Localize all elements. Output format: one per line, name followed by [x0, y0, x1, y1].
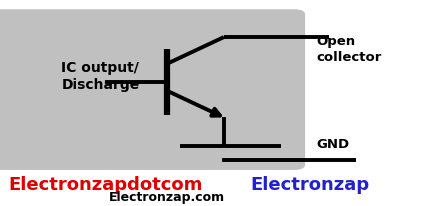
- Text: Electronzap: Electronzap: [250, 176, 368, 194]
- Text: GND: GND: [315, 138, 348, 151]
- Text: Electronzapdotcom: Electronzapdotcom: [9, 176, 203, 194]
- Text: IC output/
Discharge: IC output/ Discharge: [61, 61, 139, 92]
- Text: Open
collector: Open collector: [315, 35, 381, 64]
- FancyBboxPatch shape: [0, 9, 304, 170]
- Text: Electronzap.com: Electronzap.com: [109, 191, 224, 204]
